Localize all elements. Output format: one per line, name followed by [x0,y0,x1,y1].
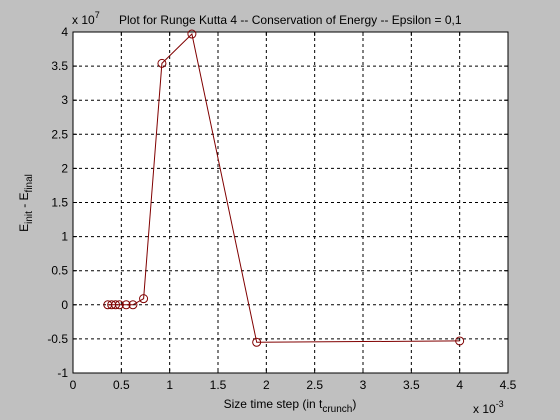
x-tick-label: 4.5 [500,378,517,392]
x-tick-label: 4 [456,378,463,392]
x-axis-label-text: Size time step (in t [224,397,323,411]
x-multiplier-exponent: -3 [496,399,504,409]
x-axis-label-subscript: crunch [322,404,352,415]
x-tick-label: 1.5 [210,378,227,392]
x-tick-label: 3 [360,378,367,392]
x-multiplier-base: x 10 [473,402,496,416]
y-tick-label: 3.5 [51,59,68,73]
y-tick-label: 0 [61,298,68,312]
y-tick-label: 1.5 [51,196,68,210]
y-tick-label: 3 [61,93,68,107]
y-axis-label-part1: E [17,224,31,232]
x-tick-label: 3.5 [403,378,420,392]
x-tick-label: 2.5 [306,378,323,392]
y-axis-label-part2: - E [17,192,31,211]
y-tick-label: 2 [61,161,68,175]
x-tick-label: 0.5 [113,378,130,392]
y-tick-label: -1 [57,366,68,380]
chart-title: Plot for Runge Kutta 4 -- Conservation o… [119,13,462,27]
y-tick-label: 2.5 [51,127,68,141]
y-tick-label: -0.5 [47,332,68,346]
y-tick-label: 1 [61,230,68,244]
x-tick-label: 0 [70,378,77,392]
x-axis-label-close: ) [352,397,356,411]
y-tick-label: 4 [61,25,68,39]
y-multiplier-exponent: 7 [95,10,100,20]
y-multiplier-base: x 10 [72,13,95,27]
x-tick-label: 1 [166,378,173,392]
y-axis-label-sub2: final [24,174,35,192]
y-axis-label-sub1: init [24,211,35,224]
x-tick-label: 2 [263,378,270,392]
y-tick-label: 0.5 [51,264,68,278]
